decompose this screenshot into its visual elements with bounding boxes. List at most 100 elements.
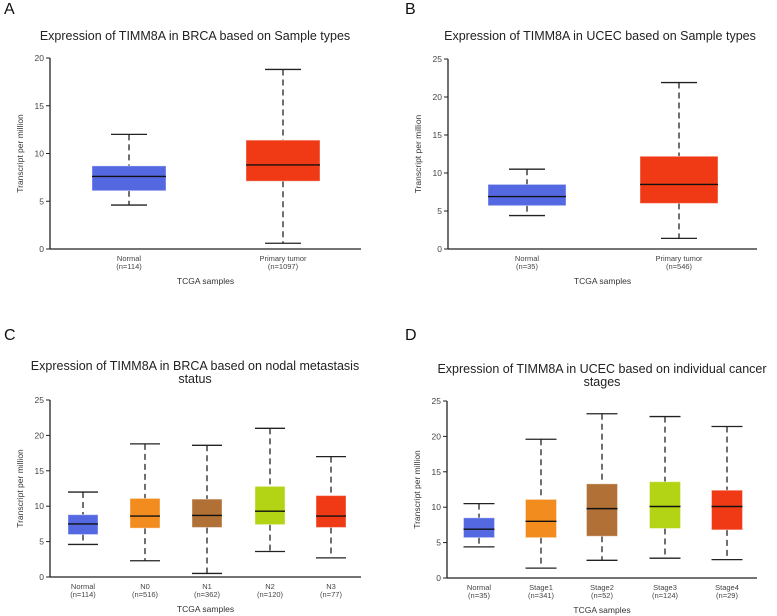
y-tick-label: 20 [433, 92, 443, 102]
y-tick-label: 25 [432, 396, 442, 406]
y-tick-label: 0 [437, 244, 442, 254]
box-n1: N1(n=362) [191, 444, 223, 599]
box-stage2: Stage2(n=52) [586, 413, 618, 600]
iqr-box [463, 517, 495, 539]
y-tick-label: 10 [432, 502, 442, 512]
chart-title: Expression of TIMM8A in BRCA based on no… [31, 359, 359, 373]
category-label: N1 [202, 582, 212, 591]
iqr-box [711, 489, 743, 531]
y-tick-label: 0 [436, 573, 441, 583]
box-normal: Normal(n=114) [67, 491, 99, 599]
category-label: Normal [71, 582, 96, 591]
x-axis-label: TCGA samples [574, 276, 631, 286]
y-tick-label: 5 [39, 537, 44, 547]
panel-c: C Expression of TIMM8A in BRCA based on n… [4, 327, 361, 614]
panel-a: A Expression of TIMM8A in BRCA based on S… [4, 1, 361, 286]
sample-count: (n=114) [116, 262, 142, 271]
iqr-box [191, 498, 223, 528]
box-stage1: Stage1(n=341) [525, 438, 557, 600]
y-tick-label: 10 [433, 168, 443, 178]
category-label: N2 [265, 582, 275, 591]
category-label: Stage1 [529, 583, 553, 592]
box-n3: N3(n=77) [315, 455, 347, 599]
box-stage4: Stage4(n=29) [711, 425, 743, 600]
box-primary-tumor: Primary tumor(n=1097) [245, 68, 321, 271]
panel-label: A [4, 1, 15, 18]
sample-count: (n=341) [528, 591, 555, 600]
y-tick-label: 5 [436, 538, 441, 548]
iqr-box [254, 485, 286, 526]
y-axis-label: Transcript per million [15, 114, 25, 193]
sample-count: (n=114) [70, 590, 96, 599]
panel-label: B [405, 1, 416, 18]
y-axis-label: Transcript per million [413, 114, 423, 193]
category-label: Stage3 [653, 583, 677, 592]
box-n0: N0(n=516) [129, 443, 161, 599]
y-tick-label: 25 [35, 395, 45, 405]
box-n2: N2(n=120) [254, 427, 286, 599]
box-primary-tumor: Primary tumor(n=546) [639, 81, 719, 271]
panel-d: D Expression of TIMM8A in UCEC based on i… [405, 327, 767, 615]
x-axis-label: TCGA samples [573, 605, 630, 615]
y-axis-label: Transcript per million [412, 450, 422, 529]
iqr-box [67, 514, 99, 536]
box-normal: Normal(n=35) [463, 503, 495, 600]
sample-count: (n=124) [652, 591, 679, 600]
y-tick-label: 20 [432, 431, 442, 441]
box-stage3: Stage3(n=124) [649, 415, 681, 600]
sample-count: (n=35) [516, 262, 538, 271]
y-tick-label: 15 [432, 467, 442, 477]
chart-title: Expression of TIMM8A in UCEC based on Sa… [444, 29, 756, 43]
category-label: N0 [140, 582, 150, 591]
category-label: Stage4 [715, 583, 739, 592]
sample-count: (n=77) [320, 590, 342, 599]
x-axis-label: TCGA samples [177, 276, 234, 286]
iqr-box [315, 495, 347, 528]
y-tick-label: 15 [35, 466, 45, 476]
sample-count: (n=35) [468, 591, 490, 600]
y-tick-label: 0 [39, 572, 44, 582]
iqr-box [639, 155, 719, 204]
category-label: Normal [117, 254, 142, 263]
sample-count: (n=1097) [268, 262, 299, 271]
y-tick-label: 15 [433, 130, 443, 140]
y-tick-label: 20 [35, 53, 45, 63]
sample-count: (n=52) [591, 591, 613, 600]
sample-count: (n=120) [257, 590, 284, 599]
category-label: Normal [467, 583, 492, 592]
panel-label: D [405, 327, 417, 344]
panel-label: C [4, 327, 16, 344]
category-label: N3 [326, 582, 336, 591]
iqr-box [91, 165, 167, 192]
category-label: Normal [515, 254, 540, 263]
y-tick-label: 5 [437, 206, 442, 216]
iqr-box [649, 481, 681, 529]
iqr-box [487, 183, 567, 207]
sample-count: (n=516) [132, 590, 159, 599]
y-tick-label: 15 [35, 101, 45, 111]
y-tick-label: 5 [39, 196, 44, 206]
y-tick-label: 10 [35, 149, 45, 159]
chart-title: stages [584, 375, 621, 389]
y-tick-label: 25 [433, 54, 443, 64]
y-axis-label: Transcript per million [15, 449, 25, 528]
chart-title: status [178, 372, 211, 386]
chart-title: Expression of TIMM8A in UCEC based on in… [437, 362, 766, 376]
category-label: Stage2 [590, 583, 614, 592]
sample-count: (n=546) [666, 262, 693, 271]
iqr-box [129, 497, 161, 529]
box-normal: Normal(n=114) [91, 133, 167, 271]
category-label: Primary tumor [655, 254, 703, 263]
iqr-box [525, 498, 557, 539]
sample-count: (n=362) [194, 590, 221, 599]
box-normal: Normal(n=35) [487, 168, 567, 271]
x-axis-label: TCGA samples [177, 604, 234, 614]
panel-b: B Expression of TIMM8A in UCEC based on S… [405, 1, 757, 286]
sample-count: (n=29) [716, 591, 738, 600]
y-tick-label: 10 [35, 501, 45, 511]
category-label: Primary tumor [259, 254, 307, 263]
iqr-box [586, 483, 618, 537]
chart-title: Expression of TIMM8A in BRCA based on Sa… [40, 29, 350, 43]
iqr-box [245, 139, 321, 182]
